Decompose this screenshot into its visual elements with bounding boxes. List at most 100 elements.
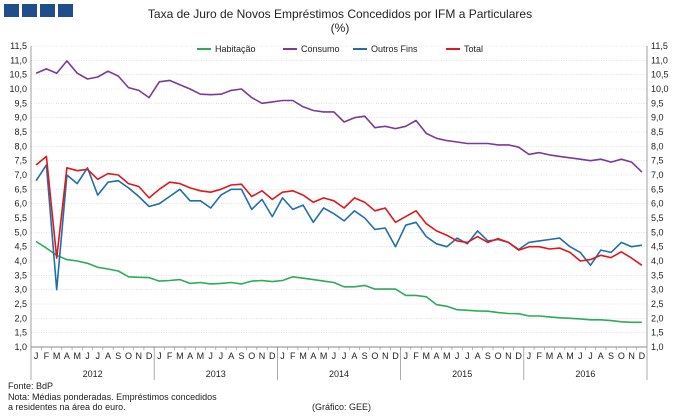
x-month-label: S (362, 351, 368, 361)
x-month-label: J (403, 351, 408, 361)
y-tick-label-right: 8,5 (651, 127, 664, 137)
y-tick-label-left: 6,0 (14, 199, 27, 209)
x-month-label: O (371, 351, 378, 361)
y-tick-label-right: 6,5 (651, 184, 664, 194)
x-month-label: J (219, 351, 224, 361)
x-month-label: M (423, 351, 431, 361)
x-year-label: 2016 (575, 369, 595, 379)
x-month-label: M (566, 351, 574, 361)
x-year-label: 2012 (83, 369, 103, 379)
series-line-outros-fins (35, 164, 643, 291)
chart-title-block: Taxa de Juro de Novos Empréstimos Conced… (0, 7, 680, 35)
x-month-label: J (157, 351, 162, 361)
y-tick-label-left: 6,5 (14, 184, 27, 194)
y-tick-label-right: 3,0 (651, 285, 664, 295)
logo-block (22, 4, 37, 17)
logo-block (40, 4, 55, 17)
y-tick-label-right: 1,5 (651, 328, 664, 338)
y-tick-label-left: 8,5 (14, 127, 27, 137)
x-month-label: J (208, 351, 213, 361)
logo-block (58, 4, 73, 17)
y-tick-label-right: 7,0 (651, 170, 664, 180)
legend-label: Consumo (301, 44, 340, 54)
y-tick-label-right: 2,5 (651, 299, 664, 309)
x-month-label: J (578, 351, 583, 361)
y-tick-label-left: 5,5 (14, 213, 27, 223)
logo-block (4, 4, 19, 17)
y-tick-label-left: 7,5 (14, 156, 27, 166)
y-tick-label-left: 1,5 (14, 328, 27, 338)
x-month-label: S (238, 351, 244, 361)
x-month-label: D (146, 351, 153, 361)
y-tick-label-right: 9,0 (651, 113, 664, 123)
x-month-label: N (136, 351, 143, 361)
x-year-label: 2015 (452, 369, 472, 379)
x-month-label: J (527, 351, 532, 361)
y-tick-label-right: 7,5 (651, 156, 664, 166)
x-month-label: O (248, 351, 255, 361)
y-tick-label-left: 2,0 (14, 313, 27, 323)
x-month-label: N (382, 351, 389, 361)
x-month-label: A (434, 351, 440, 361)
x-month-label: A (105, 351, 111, 361)
x-month-label: N (259, 351, 266, 361)
x-year-label: 2013 (206, 369, 226, 379)
y-tick-label-left: 5,0 (14, 227, 27, 237)
y-tick-label-right: 4,5 (651, 242, 664, 252)
y-tick-label-left: 9,0 (14, 113, 27, 123)
x-month-label: M (320, 351, 328, 361)
x-month-label: N (505, 351, 512, 361)
methodology-note-continued: a residentes na área do euro. (8, 402, 126, 412)
y-tick-label-right: 5,5 (651, 213, 664, 223)
x-month-label: J (342, 351, 347, 361)
y-tick-label-right: 1,0 (651, 342, 664, 352)
x-month-label: S (485, 351, 491, 361)
y-tick-label-right: 6,0 (651, 199, 664, 209)
series-line-consumo (35, 60, 643, 173)
x-month-label: D (515, 351, 522, 361)
y-tick-label-right: 9,5 (651, 98, 664, 108)
x-month-label: A (64, 351, 70, 361)
y-tick-label-left: 7,0 (14, 170, 27, 180)
y-tick-label-left: 9,5 (14, 98, 27, 108)
y-tick-label-right: 10,5 (651, 70, 669, 80)
y-tick-label-left: 2,5 (14, 299, 27, 309)
x-month-label: N (628, 351, 635, 361)
legend-label: Habitação (215, 44, 256, 54)
x-month-label: D (392, 351, 399, 361)
y-tick-label-right: 2,0 (651, 313, 664, 323)
series-line-habitacao (35, 240, 642, 324)
x-month-label: J (455, 351, 460, 361)
x-month-label: S (115, 351, 121, 361)
y-tick-label-right: 11,5 (651, 41, 668, 51)
chart-credit: (Gráfico: GEE) (312, 402, 372, 412)
x-month-label: A (187, 351, 193, 361)
x-month-label: J (588, 351, 593, 361)
x-month-label: F (44, 351, 50, 361)
y-tick-label-left: 11,5 (10, 41, 27, 51)
y-tick-label-right: 3,5 (651, 270, 664, 280)
x-month-label: M (73, 351, 81, 361)
x-month-label: M (176, 351, 184, 361)
x-month-label: O (495, 351, 502, 361)
x-month-label: D (269, 351, 276, 361)
x-month-label: S (608, 351, 614, 361)
y-tick-label-left: 3,0 (14, 285, 27, 295)
x-month-label: M (443, 351, 451, 361)
x-month-label: M (53, 351, 61, 361)
series-line-total (35, 155, 643, 266)
chart-title: Taxa de Juro de Novos Empréstimos Conced… (147, 7, 533, 21)
x-month-label: F (290, 351, 296, 361)
x-month-label: J (34, 351, 39, 361)
y-tick-label-right: 5,0 (651, 227, 664, 237)
x-month-label: A (475, 351, 481, 361)
y-tick-label-left: 8,0 (14, 141, 27, 151)
x-month-label: F (413, 351, 419, 361)
y-tick-label-left: 1,0 (14, 342, 27, 352)
x-month-label: M (546, 351, 554, 361)
y-tick-label-left: 3,5 (14, 270, 27, 280)
legend-label: Outros Fins (371, 44, 418, 54)
x-month-label: O (618, 351, 625, 361)
y-tick-label-right: 10,0 (651, 84, 669, 94)
chart-subtitle: (%) (330, 21, 350, 35)
